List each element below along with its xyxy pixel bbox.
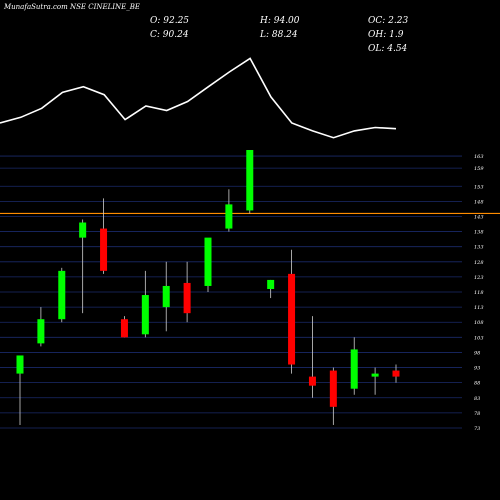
y-axis-tick-labels: 163 159 153 148 143 138 133 128 123 118 113 108 103 9… <box>474 154 484 432</box>
y-tick-label: 73 <box>474 426 480 432</box>
ol-value: OL: 4.54 <box>368 44 408 54</box>
candle-body <box>288 273 296 365</box>
candle-body <box>329 370 337 407</box>
candle-body <box>225 204 233 229</box>
candle <box>204 237 212 293</box>
candle <box>37 307 45 347</box>
oc-value: OC: 2.23 <box>368 16 408 26</box>
candle <box>371 367 379 395</box>
candle-body <box>246 150 254 211</box>
candle <box>16 355 24 425</box>
candle <box>79 219 87 314</box>
oh-value: OH: 1.9 <box>368 30 404 40</box>
candle-body <box>308 376 316 386</box>
candle-body <box>100 228 108 271</box>
price-overlay-line <box>0 57 397 139</box>
y-tick-label: 108 <box>474 320 484 326</box>
candle <box>120 316 128 338</box>
candle-body <box>79 222 87 238</box>
candle <box>288 249 296 374</box>
candle-body <box>371 373 379 377</box>
candle-body <box>37 319 45 344</box>
y-tick-label: 133 <box>474 245 484 251</box>
candle <box>100 198 108 274</box>
y-tick-label: 78 <box>474 411 480 417</box>
y-tick-label: 138 <box>474 230 484 236</box>
y-tick-label: 113 <box>474 305 484 311</box>
chart-title: MunafaSutra.com NSE CINELINE_BE <box>3 3 140 11</box>
y-tick-label: 83 <box>474 396 480 402</box>
candle-body <box>58 270 66 320</box>
candle-body <box>16 355 24 374</box>
candle-body <box>267 279 275 289</box>
y-tick-label: 148 <box>474 199 484 205</box>
candle-body <box>141 295 149 335</box>
candle <box>162 261 170 332</box>
candle <box>183 261 191 323</box>
y-tick-label: 128 <box>474 260 484 266</box>
y-tick-label: 93 <box>474 366 480 372</box>
candle <box>350 337 358 395</box>
candle <box>329 367 337 425</box>
y-tick-label: 103 <box>474 335 484 341</box>
candle-body <box>120 319 128 338</box>
candle <box>141 270 149 338</box>
y-tick-label: 143 <box>474 214 484 220</box>
open-value: O: 92.25 <box>150 16 189 26</box>
candle <box>246 150 254 214</box>
candles <box>16 150 400 425</box>
overlay-line-path <box>0 57 397 139</box>
y-tick-label: 163 <box>474 154 484 160</box>
candle <box>308 316 316 398</box>
y-tick-label: 98 <box>474 350 480 356</box>
candle-body <box>162 285 170 308</box>
candle <box>267 279 275 299</box>
y-tick-label: 153 <box>474 184 484 190</box>
candle-body <box>204 237 212 286</box>
high-value: H: 94.00 <box>259 16 300 26</box>
candle-body <box>392 370 400 377</box>
low-value: L: 88.24 <box>259 30 298 40</box>
candle-body <box>183 282 191 314</box>
candle <box>58 267 66 323</box>
y-tick-label: 123 <box>474 275 484 281</box>
candle <box>225 189 233 232</box>
close-value: C: 90.24 <box>150 30 189 40</box>
y-tick-label: 88 <box>474 381 480 387</box>
grid-lines <box>0 155 462 429</box>
candle-body <box>350 349 358 389</box>
candle <box>392 364 400 383</box>
y-tick-label: 118 <box>474 290 484 296</box>
y-tick-label: 159 <box>474 166 484 172</box>
